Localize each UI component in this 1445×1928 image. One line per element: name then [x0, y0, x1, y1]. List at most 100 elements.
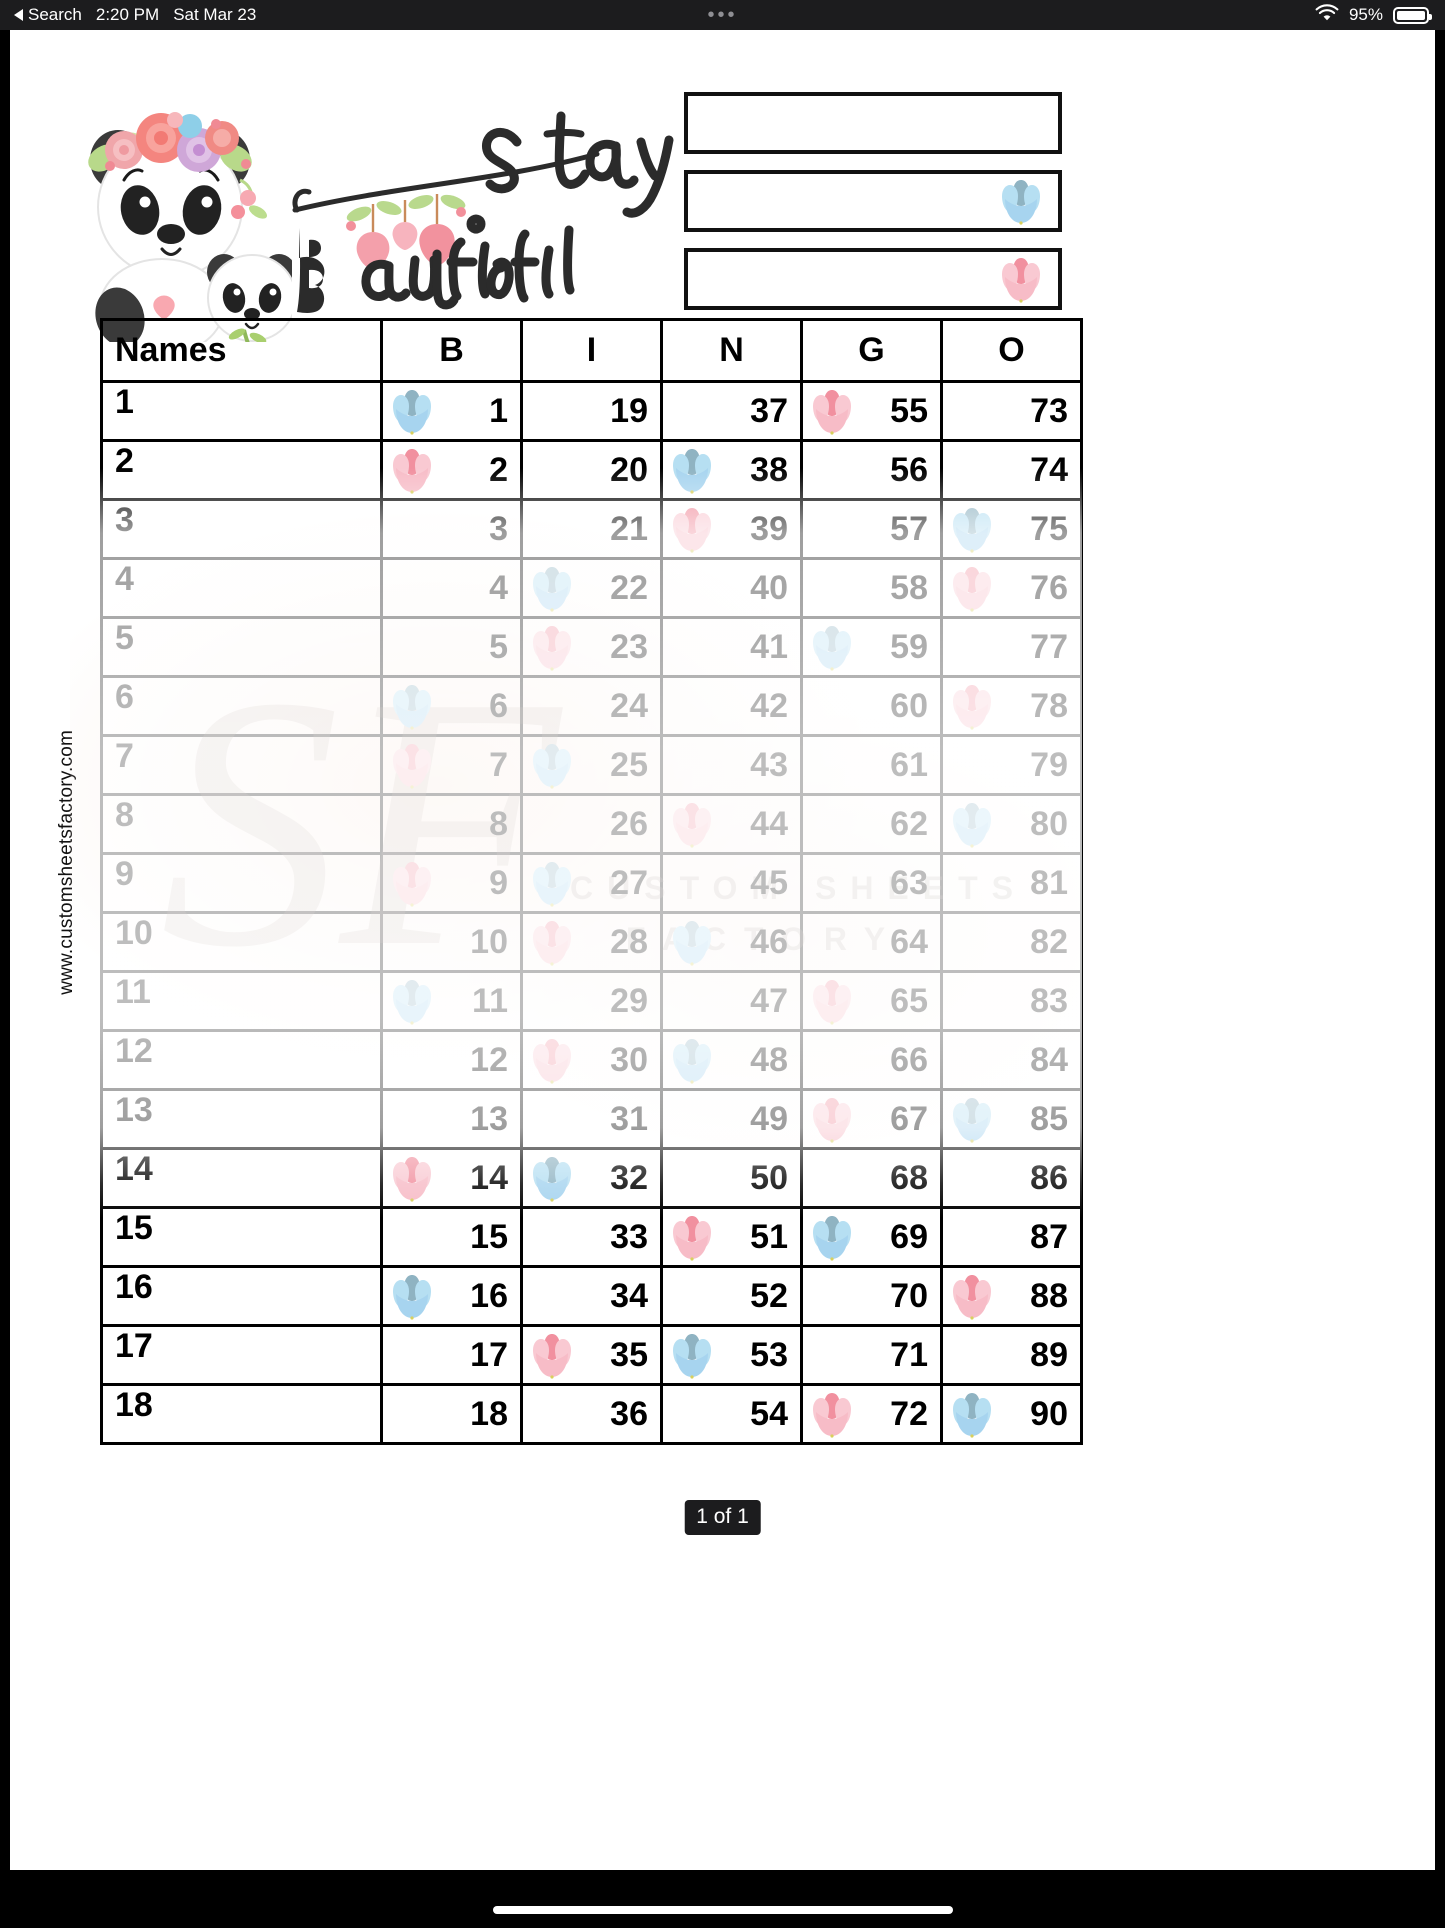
number-cell[interactable]: 89 [940, 1324, 1083, 1386]
back-to-search-button[interactable]: Search [14, 5, 82, 25]
header-box-1[interactable] [684, 92, 1062, 154]
number-cell[interactable]: 33 [520, 1206, 663, 1268]
name-cell[interactable]: 16 [100, 1265, 383, 1327]
number-cell[interactable]: 3 [380, 498, 523, 560]
number-cell[interactable]: 15 [380, 1206, 523, 1268]
number-cell[interactable]: 24 [520, 675, 663, 737]
number-cell[interactable]: 48 [660, 1029, 803, 1091]
number-cell[interactable]: 64 [800, 911, 943, 973]
more-dots-icon[interactable]: ••• [707, 4, 738, 26]
number-cell[interactable]: 14 [380, 1147, 523, 1209]
number-cell[interactable]: 27 [520, 852, 663, 914]
number-cell[interactable]: 4 [380, 557, 523, 619]
name-cell[interactable]: 13 [100, 1088, 383, 1150]
number-cell[interactable]: 6 [380, 675, 523, 737]
number-cell[interactable]: 39 [660, 498, 803, 560]
number-cell[interactable]: 74 [940, 439, 1083, 501]
number-cell[interactable]: 35 [520, 1324, 663, 1386]
number-cell[interactable]: 85 [940, 1088, 1083, 1150]
number-cell[interactable]: 69 [800, 1206, 943, 1268]
number-cell[interactable]: 47 [660, 970, 803, 1032]
number-cell[interactable]: 84 [940, 1029, 1083, 1091]
number-cell[interactable]: 44 [660, 793, 803, 855]
number-cell[interactable]: 79 [940, 734, 1083, 796]
name-cell[interactable]: 1 [100, 380, 383, 442]
number-cell[interactable]: 72 [800, 1383, 943, 1445]
header-box-3[interactable] [684, 248, 1062, 310]
number-cell[interactable]: 81 [940, 852, 1083, 914]
number-cell[interactable]: 58 [800, 557, 943, 619]
number-cell[interactable]: 43 [660, 734, 803, 796]
home-indicator[interactable] [492, 1906, 953, 1914]
name-cell[interactable]: 12 [100, 1029, 383, 1091]
header-box-2[interactable] [684, 170, 1062, 232]
number-cell[interactable]: 68 [800, 1147, 943, 1209]
name-cell[interactable]: 7 [100, 734, 383, 796]
name-cell[interactable]: 17 [100, 1324, 383, 1386]
number-cell[interactable]: 57 [800, 498, 943, 560]
number-cell[interactable]: 37 [660, 380, 803, 442]
number-cell[interactable]: 75 [940, 498, 1083, 560]
number-cell[interactable]: 70 [800, 1265, 943, 1327]
number-cell[interactable]: 2 [380, 439, 523, 501]
number-cell[interactable]: 19 [520, 380, 663, 442]
number-cell[interactable]: 18 [380, 1383, 523, 1445]
number-cell[interactable]: 90 [940, 1383, 1083, 1445]
number-cell[interactable]: 42 [660, 675, 803, 737]
number-cell[interactable]: 40 [660, 557, 803, 619]
number-cell[interactable]: 36 [520, 1383, 663, 1445]
number-cell[interactable]: 9 [380, 852, 523, 914]
number-cell[interactable]: 59 [800, 616, 943, 678]
number-cell[interactable]: 31 [520, 1088, 663, 1150]
number-cell[interactable]: 11 [380, 970, 523, 1032]
number-cell[interactable]: 50 [660, 1147, 803, 1209]
number-cell[interactable]: 62 [800, 793, 943, 855]
number-cell[interactable]: 56 [800, 439, 943, 501]
number-cell[interactable]: 86 [940, 1147, 1083, 1209]
number-cell[interactable]: 51 [660, 1206, 803, 1268]
number-cell[interactable]: 7 [380, 734, 523, 796]
number-cell[interactable]: 77 [940, 616, 1083, 678]
name-cell[interactable]: 14 [100, 1147, 383, 1209]
number-cell[interactable]: 21 [520, 498, 663, 560]
number-cell[interactable]: 41 [660, 616, 803, 678]
name-cell[interactable]: 2 [100, 439, 383, 501]
number-cell[interactable]: 10 [380, 911, 523, 973]
number-cell[interactable]: 26 [520, 793, 663, 855]
number-cell[interactable]: 73 [940, 380, 1083, 442]
number-cell[interactable]: 38 [660, 439, 803, 501]
number-cell[interactable]: 34 [520, 1265, 663, 1327]
name-cell[interactable]: 11 [100, 970, 383, 1032]
number-cell[interactable]: 65 [800, 970, 943, 1032]
number-cell[interactable]: 52 [660, 1265, 803, 1327]
number-cell[interactable]: 49 [660, 1088, 803, 1150]
number-cell[interactable]: 54 [660, 1383, 803, 1445]
number-cell[interactable]: 61 [800, 734, 943, 796]
name-cell[interactable]: 15 [100, 1206, 383, 1268]
number-cell[interactable]: 66 [800, 1029, 943, 1091]
number-cell[interactable]: 30 [520, 1029, 663, 1091]
number-cell[interactable]: 88 [940, 1265, 1083, 1327]
number-cell[interactable]: 80 [940, 793, 1083, 855]
number-cell[interactable]: 45 [660, 852, 803, 914]
number-cell[interactable]: 13 [380, 1088, 523, 1150]
number-cell[interactable]: 28 [520, 911, 663, 973]
number-cell[interactable]: 60 [800, 675, 943, 737]
number-cell[interactable]: 17 [380, 1324, 523, 1386]
number-cell[interactable]: 23 [520, 616, 663, 678]
number-cell[interactable]: 67 [800, 1088, 943, 1150]
number-cell[interactable]: 22 [520, 557, 663, 619]
number-cell[interactable]: 78 [940, 675, 1083, 737]
name-cell[interactable]: 10 [100, 911, 383, 973]
name-cell[interactable]: 4 [100, 557, 383, 619]
number-cell[interactable]: 29 [520, 970, 663, 1032]
number-cell[interactable]: 55 [800, 380, 943, 442]
name-cell[interactable]: 3 [100, 498, 383, 560]
number-cell[interactable]: 63 [800, 852, 943, 914]
number-cell[interactable]: 82 [940, 911, 1083, 973]
number-cell[interactable]: 8 [380, 793, 523, 855]
name-cell[interactable]: 6 [100, 675, 383, 737]
number-cell[interactable]: 46 [660, 911, 803, 973]
number-cell[interactable]: 87 [940, 1206, 1083, 1268]
name-cell[interactable]: 18 [100, 1383, 383, 1445]
